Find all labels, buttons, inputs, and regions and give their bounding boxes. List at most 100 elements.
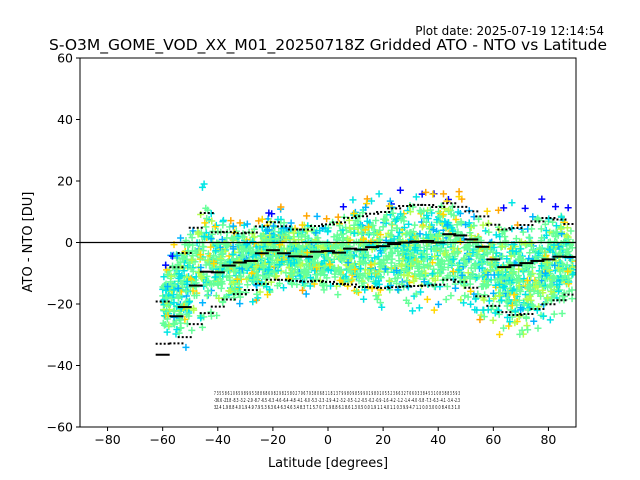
scatter-point (320, 257, 328, 265)
scatter-point (489, 316, 497, 324)
scatter-point (515, 312, 523, 320)
scatter-point (217, 284, 225, 292)
scatter-point (523, 276, 531, 284)
scatter-point (162, 261, 170, 269)
scatter-point (426, 262, 434, 270)
scatter-point (381, 216, 389, 224)
scatter-point (250, 276, 258, 284)
scatter-point (471, 260, 479, 268)
scatter-point (504, 288, 512, 296)
scatter-point (261, 273, 269, 281)
plot-area: 7 3 5 5 8 6 1 0 6 5 9 8 9 9 5 3 8 8 6 8 … (47, 51, 577, 447)
scatter-point (163, 315, 171, 323)
bin-stats-row-3: 32.4 1.9 8.8 4.0 1.9 4.9 7.9 5.3 6.3 6.4… (214, 405, 460, 411)
scatter-point (182, 287, 190, 295)
scatter-point (524, 326, 532, 334)
scatter-point (546, 228, 554, 236)
scatter-point (513, 301, 521, 309)
scatter-point (203, 272, 211, 280)
scatter-point (207, 243, 215, 251)
scatter-point (253, 290, 261, 298)
x-tick-label: 80 (540, 432, 556, 447)
scatter-point (419, 254, 427, 262)
scatter-point (231, 286, 239, 294)
scatter-point (387, 231, 395, 239)
scatter-point (418, 223, 426, 231)
x-axis-label: Latitude [degrees] (268, 456, 388, 471)
scatter-point (556, 268, 564, 276)
scatter-point (336, 222, 344, 230)
scatter-point (197, 251, 205, 259)
scatter-point (479, 306, 487, 314)
scatter-point (315, 262, 323, 270)
scatter-point (375, 190, 383, 198)
scatter-point (202, 261, 210, 269)
scatter-point (500, 324, 508, 332)
scatter-point (229, 235, 237, 243)
scatter-point (422, 188, 430, 196)
scatter-point (396, 228, 404, 236)
scatter-point (400, 271, 408, 279)
scatter-point (403, 267, 411, 275)
scatter-point (302, 261, 310, 269)
scatter-point (250, 225, 258, 233)
scatter-point (469, 248, 477, 256)
x-tick-label: 40 (430, 432, 446, 447)
scatter-point (254, 294, 262, 302)
scatter-point (252, 263, 260, 271)
scatter-point (546, 316, 554, 324)
scatter-point (170, 299, 178, 307)
scatter-point (541, 299, 549, 307)
scatter-point (416, 230, 424, 238)
scatter-point (219, 221, 227, 229)
scatter-point (159, 319, 167, 327)
scatter-point (555, 249, 563, 257)
scatter-point (462, 221, 470, 229)
scatter-point (323, 215, 331, 223)
scatter-point (542, 227, 550, 235)
scatter-point (429, 226, 437, 234)
scatter-point (537, 262, 545, 270)
scatter-point (337, 270, 345, 278)
scatter-point (386, 277, 394, 285)
scatter-point (483, 207, 491, 215)
scatter-point (397, 216, 405, 224)
scatter-point (414, 263, 422, 271)
scatter-point (454, 261, 462, 269)
scatter-point (479, 280, 487, 288)
scatter-point (302, 290, 310, 298)
scatter-point (243, 262, 251, 270)
scatter-point (295, 242, 303, 250)
scatter-point (472, 261, 480, 269)
scatter-point (511, 319, 519, 327)
scatter-point (358, 282, 366, 290)
scatter-point (212, 247, 220, 255)
scatter-point (536, 270, 544, 278)
scatter-point (393, 279, 401, 287)
scatter-points (159, 180, 576, 351)
scatter-point (438, 264, 446, 272)
scatter-point (240, 233, 248, 241)
scatter-point (448, 224, 456, 232)
scatter-point (180, 254, 188, 262)
scatter-point (498, 296, 506, 304)
scatter-point (350, 252, 358, 260)
scatter-point (464, 293, 472, 301)
scatter-point (544, 283, 552, 291)
scatter-point (552, 233, 560, 241)
scatter-point (272, 252, 280, 260)
scatter-point (172, 330, 180, 338)
scatter-point (467, 287, 475, 295)
y-tick-label: 0 (65, 235, 73, 250)
scatter-point (395, 257, 403, 265)
scatter-point (379, 223, 387, 231)
scatter-point (226, 258, 234, 266)
scatter-point (507, 252, 515, 260)
scatter-point (529, 246, 537, 254)
scatter-point (416, 271, 424, 279)
scatter-point (411, 221, 419, 229)
scatter-point (371, 259, 379, 267)
scatter-point (426, 223, 434, 231)
scatter-point (430, 306, 438, 314)
